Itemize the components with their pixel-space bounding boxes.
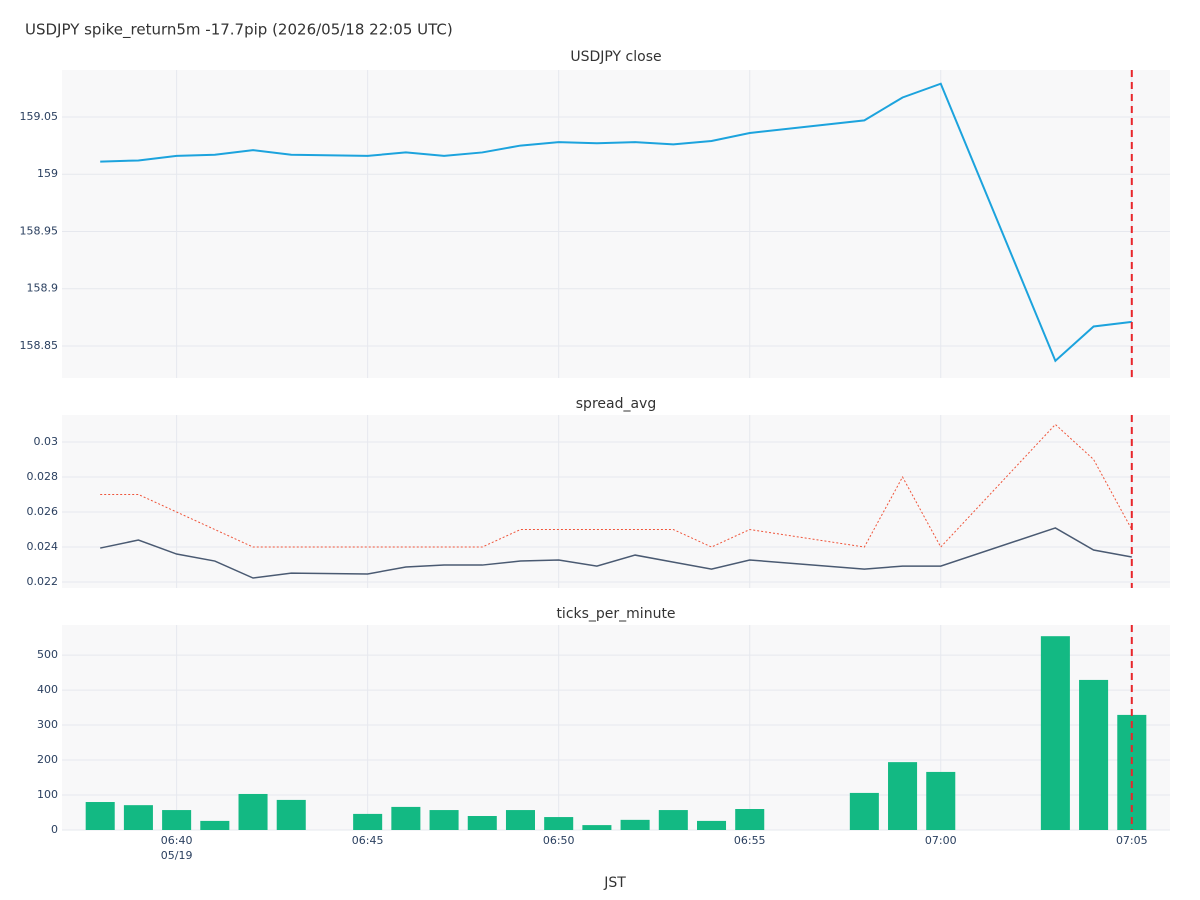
y-tick-label: 0.03 bbox=[34, 435, 59, 448]
bar bbox=[353, 813, 383, 830]
bar bbox=[582, 825, 612, 830]
y-tick-label: 0.028 bbox=[27, 470, 59, 483]
bar bbox=[276, 799, 306, 830]
bar bbox=[696, 820, 727, 830]
bar bbox=[391, 806, 421, 830]
bar bbox=[620, 819, 650, 830]
line-series bbox=[100, 423, 1133, 548]
plot-area bbox=[62, 625, 1170, 830]
x-tick-label: 06:45 bbox=[352, 834, 384, 847]
x-tick-label: 06:55 bbox=[734, 834, 766, 847]
bar bbox=[200, 820, 230, 830]
bar bbox=[123, 805, 153, 830]
chart-title: USDJPY spike_return5m -17.7pip (2026/05/… bbox=[25, 21, 453, 40]
y-tick-label: 300 bbox=[37, 718, 58, 731]
bar bbox=[1040, 636, 1070, 830]
y-tick-label: 158.9 bbox=[27, 282, 59, 295]
bar bbox=[888, 762, 918, 830]
bar bbox=[238, 793, 268, 830]
bar bbox=[735, 809, 765, 830]
bar bbox=[1079, 679, 1109, 830]
plot-area bbox=[62, 415, 1170, 588]
plot-area bbox=[62, 70, 1170, 378]
y-tick-label: 0.026 bbox=[27, 505, 59, 518]
subplot-title: ticks_per_minute bbox=[556, 606, 675, 622]
y-tick-label: 159 bbox=[37, 167, 58, 180]
x-tick-label: 06:40 bbox=[161, 834, 193, 847]
subplot-title: spread_avg bbox=[576, 396, 656, 412]
line-series bbox=[100, 82, 1132, 363]
y-tick-label: 0 bbox=[51, 823, 58, 836]
y-tick-label: 500 bbox=[37, 648, 58, 661]
bar bbox=[505, 810, 536, 830]
y-tick-label: 0.022 bbox=[27, 575, 59, 588]
bar bbox=[658, 810, 688, 830]
bar bbox=[162, 810, 192, 830]
y-tick-label: 0.024 bbox=[27, 540, 59, 553]
line-series bbox=[100, 527, 1132, 579]
y-tick-label: 100 bbox=[37, 788, 58, 801]
bar bbox=[467, 816, 497, 830]
bar bbox=[544, 817, 574, 830]
y-tick-label: 200 bbox=[37, 753, 58, 766]
x-axis-title: JST bbox=[603, 875, 626, 891]
subplot-title: USDJPY close bbox=[570, 49, 661, 65]
bar bbox=[85, 802, 115, 830]
y-tick-label: 158.95 bbox=[20, 224, 59, 237]
bar bbox=[926, 771, 956, 830]
bar bbox=[849, 792, 879, 830]
y-tick-label: 159.05 bbox=[20, 110, 59, 123]
x-tick-label: 06:50 bbox=[543, 834, 575, 847]
x-tick-label: 07:05 bbox=[1116, 834, 1148, 847]
y-tick-label: 400 bbox=[37, 683, 58, 696]
y-tick-label: 158.85 bbox=[20, 339, 59, 352]
bar bbox=[429, 810, 459, 830]
x-date-label: 05/19 bbox=[161, 849, 193, 862]
x-tick-label: 07:00 bbox=[925, 834, 957, 847]
